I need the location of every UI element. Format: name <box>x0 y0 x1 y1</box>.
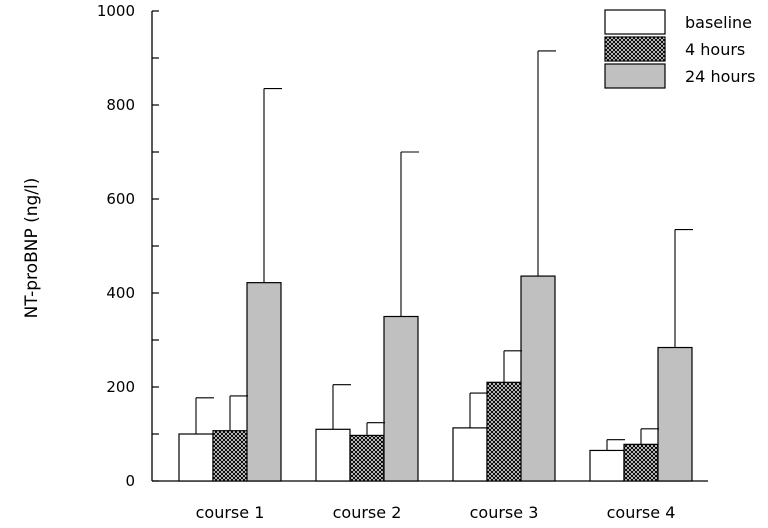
y-tick-label: 0 <box>125 472 135 490</box>
bar-4-hours <box>349 434 385 482</box>
x-category-label: course 4 <box>607 503 676 522</box>
legend-swatch-baseline <box>604 9 666 35</box>
x-category-label: course 1 <box>196 503 265 522</box>
category-labels: course 1 course 2 course 3 course 4 <box>196 503 676 522</box>
legend: baseline 4 hours 24 hours <box>604 9 755 89</box>
bar-24-hours <box>520 275 556 482</box>
bar-24-hours <box>657 346 693 482</box>
legend-swatch-24-hours <box>604 63 666 89</box>
y-tick-label: 400 <box>106 284 135 302</box>
y-axis: 0 200 400 600 800 1000 <box>97 2 159 490</box>
legend-swatch-4-hours <box>604 36 666 62</box>
x-category-label: course 3 <box>470 503 539 522</box>
bar-baseline <box>178 433 214 482</box>
legend-label-4-hours: 4 hours <box>685 40 745 59</box>
bars <box>178 275 693 482</box>
y-tick-label: 600 <box>106 190 135 208</box>
y-tick-label: 1000 <box>97 2 135 20</box>
y-tick-label: 200 <box>106 378 135 396</box>
y-axis-title: NT-proBNP (ng/l) <box>22 178 42 319</box>
bar-24-hours <box>383 315 419 482</box>
bar-4-hours <box>486 381 522 482</box>
y-tick-label: 800 <box>106 96 135 114</box>
bar-baseline <box>452 427 488 482</box>
legend-label-baseline: baseline <box>685 13 752 32</box>
legend-label-24-hours: 24 hours <box>685 67 755 86</box>
error-bars <box>195 50 693 451</box>
bar-baseline <box>315 428 351 482</box>
x-category-label: course 2 <box>333 503 402 522</box>
bar-baseline <box>589 449 625 482</box>
bar-4-hours <box>623 443 659 482</box>
bar-4-hours <box>212 430 248 482</box>
bar-24-hours <box>246 282 282 482</box>
